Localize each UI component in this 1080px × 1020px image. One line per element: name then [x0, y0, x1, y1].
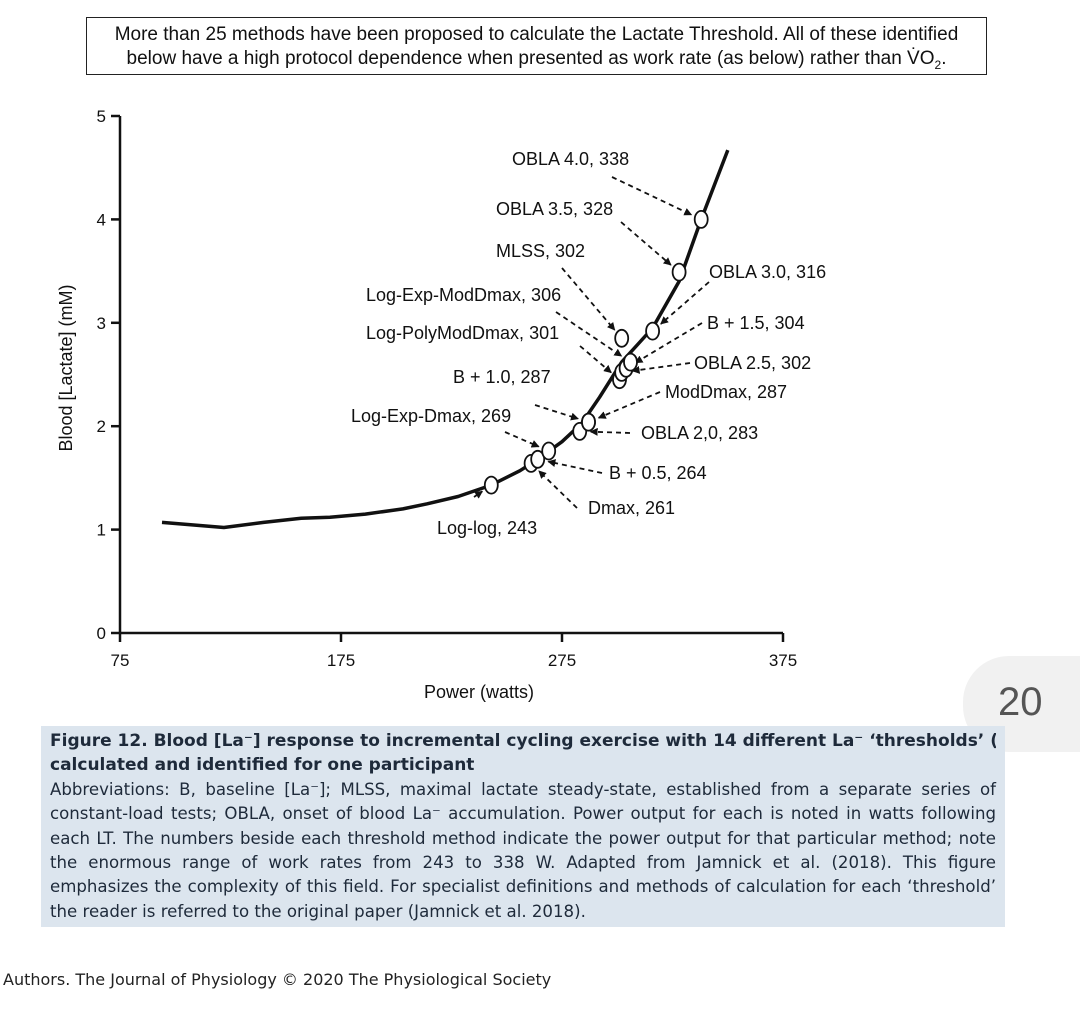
threshold-label: B + 1.5, 304: [707, 313, 805, 333]
threshold-label: ModDmax, 287: [665, 382, 787, 402]
page-number: 20: [998, 680, 1043, 724]
threshold-marker: [623, 352, 638, 372]
chart-ticks: 75 175 275 375 0 1 2 3 4 5: [97, 107, 798, 670]
x-axis-label: Power (watts): [424, 682, 534, 702]
threshold-marker: [614, 328, 630, 348]
threshold-arrow: [589, 427, 631, 436]
threshold-arrow: [634, 322, 703, 364]
y-tick-label: 5: [97, 107, 106, 126]
chart-axes: [118, 116, 783, 635]
threshold-label: OBLA 3.5, 328: [496, 199, 613, 219]
journal-copyright: Authors. The Journal of Physiology © 202…: [3, 970, 552, 989]
note-line-2-end: .: [941, 48, 947, 69]
y-tick-label: 3: [97, 314, 106, 333]
x-tick-label: 275: [548, 651, 576, 670]
threshold-label: OBLA 2,0, 283: [641, 423, 758, 443]
threshold-label: B + 1.0, 287: [453, 367, 551, 387]
threshold-marker: [671, 262, 687, 282]
threshold-arrow: [547, 459, 603, 474]
threshold-label: Dmax, 261: [588, 498, 675, 518]
y-axis-label: Blood [Lactate] (mM): [56, 284, 76, 451]
threshold-arrow: [473, 490, 484, 499]
note-line-2-subscript: 2: [934, 57, 942, 72]
y-tick-label: 1: [97, 521, 106, 540]
note-line-2-text: below have a high protocol dependence wh…: [126, 48, 935, 69]
threshold-marker: [541, 441, 557, 461]
x-tick-label: 75: [111, 651, 130, 670]
threshold-label: OBLA 4.0, 338: [512, 149, 629, 169]
threshold-arrow: [561, 267, 616, 331]
threshold-arrow: [631, 362, 691, 374]
threshold-markers: [483, 209, 709, 495]
caption-title: Figure 12. Blood [La⁻] response to incre…: [50, 731, 996, 751]
y-tick-label: 0: [97, 624, 106, 643]
threshold-arrow: [534, 404, 579, 421]
note-line-2: below have a high protocol dependence wh…: [87, 47, 986, 77]
lactate-threshold-chart: 75 175 275 375 0 1 2 3 4 5 Log-log, 243 Dmax, 261 B…: [56, 107, 826, 702]
threshold-label: Log-log, 243: [437, 518, 537, 538]
threshold-arrow: [620, 221, 672, 266]
threshold-label: OBLA 3.0, 316: [709, 262, 826, 282]
threshold-arrow: [611, 176, 693, 216]
threshold-label: Log-Exp-ModDmax, 306: [366, 285, 561, 305]
threshold-labels: Log-log, 243 Dmax, 261 B + 0.5, 264 Log-Exp…: [351, 149, 826, 538]
threshold-arrow: [660, 281, 710, 325]
caption-body: Abbreviations: B, baseline [La⁻]; MLSS, …: [50, 779, 996, 921]
x-tick-label: 375: [769, 651, 797, 670]
threshold-arrow: [597, 391, 661, 419]
threshold-marker: [581, 412, 596, 432]
threshold-label: OBLA 2.5, 302: [694, 353, 811, 373]
note-line-1: More than 25 methods have been proposed …: [114, 24, 959, 45]
threshold-arrows: [473, 176, 710, 509]
threshold-label: B + 0.5, 264: [609, 463, 707, 483]
threshold-arrow: [579, 345, 612, 374]
threshold-arrow: [555, 311, 623, 357]
figure-caption: Figure 12. Blood [La⁻] response to incre…: [41, 726, 1005, 927]
threshold-marker: [645, 321, 660, 341]
y-tick-label: 4: [97, 210, 106, 229]
caption-title-continued: calculated and identified for one partic…: [50, 755, 475, 776]
threshold-marker: [530, 449, 546, 469]
method-note-box: More than 25 methods have been proposed …: [86, 17, 987, 75]
x-tick-label: 175: [327, 651, 355, 670]
threshold-arrow: [538, 470, 578, 509]
threshold-marker: [693, 209, 709, 229]
threshold-label: Log-Exp-Dmax, 269: [351, 406, 511, 426]
threshold-label: MLSS, 302: [496, 241, 585, 261]
threshold-marker: [483, 475, 499, 495]
y-tick-label: 2: [97, 417, 106, 436]
threshold-label: Log-PolyModDmax, 301: [366, 323, 559, 343]
threshold-arrow: [504, 431, 540, 448]
